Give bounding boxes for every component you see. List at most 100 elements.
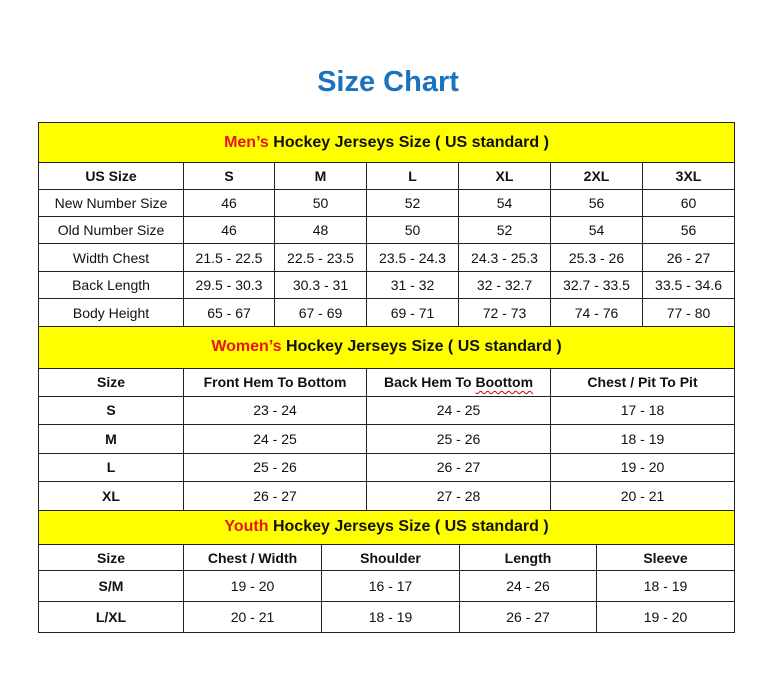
- row-label: XL: [38, 480, 184, 511]
- header-row: Size Chest / Width Shoulder Length Sleeve: [38, 544, 736, 571]
- table-row: L 25 - 26 26 - 27 19 - 20: [38, 452, 736, 482]
- misspelled-word: Boottom: [475, 374, 534, 390]
- table-cell: 26 - 27: [459, 601, 597, 633]
- column-header: 3XL: [641, 162, 736, 190]
- row-label: L: [38, 452, 184, 482]
- table-cell: 33.5 - 34.6: [641, 271, 736, 299]
- column-header: S: [183, 162, 275, 190]
- table-cell: 60: [641, 189, 736, 217]
- column-header: L: [366, 162, 459, 190]
- table-cell: 16 - 17: [321, 570, 460, 602]
- row-label: S/M: [38, 570, 184, 602]
- table-cell: 46: [183, 189, 275, 217]
- table-cell: 31 - 32: [366, 271, 459, 299]
- row-label: New Number Size: [38, 189, 184, 217]
- table-cell: 20 - 21: [549, 480, 736, 511]
- table-row: L/XL 20 - 21 18 - 19 26 - 27 19 - 20: [38, 601, 736, 633]
- table-cell: 23 - 24: [183, 395, 367, 425]
- table-row: Body Height 65 - 67 67 - 69 69 - 71 72 - 73 7…: [38, 298, 736, 327]
- column-header: US Size: [38, 162, 184, 190]
- table-row: Width Chest 21.5 - 22.5 22.5 - 23.5 23.5 - …: [38, 243, 736, 272]
- row-label: Old Number Size: [38, 216, 184, 244]
- page-title: Size Chart: [317, 66, 459, 98]
- table-cell: 24 - 25: [366, 395, 551, 425]
- column-header: Shoulder: [321, 544, 460, 571]
- column-header: XL: [458, 162, 551, 190]
- table-cell: 17 - 18: [549, 395, 736, 425]
- header-row: US Size S M L XL 2XL 3XL: [38, 162, 736, 190]
- column-header: Front Hem To Bottom: [183, 367, 367, 397]
- table-cell: 24 - 25: [183, 423, 367, 454]
- table-cell: 46: [183, 216, 275, 244]
- column-header: Chest / Width: [183, 544, 322, 571]
- section-title-text: Hockey Jerseys Size ( US standard ): [268, 518, 549, 536]
- table-cell: 77 - 80: [641, 298, 736, 327]
- table-cell: 56: [550, 189, 643, 217]
- womens-size-table: Women’s Hockey Jerseys Size ( US standar…: [37, 327, 736, 511]
- table-cell: 19 - 20: [183, 570, 322, 602]
- youth-size-table: Youth Hockey Jerseys Size ( US standard …: [37, 510, 736, 633]
- womens-label: Women’s: [211, 338, 282, 356]
- table-cell: 24 - 26: [459, 570, 597, 602]
- table-cell: 24.3 - 25.3: [458, 243, 551, 272]
- column-header: M: [274, 162, 367, 190]
- column-header: Size: [38, 544, 184, 571]
- womens-section-title: Women’s Hockey Jerseys Size ( US standar…: [37, 327, 736, 369]
- table-row: XL 26 - 27 27 - 28 20 - 21: [38, 480, 736, 511]
- table-cell: 32 - 32.7: [458, 271, 551, 299]
- row-label: S: [38, 395, 184, 425]
- table-cell: 29.5 - 30.3: [183, 271, 275, 299]
- table-cell: 67 - 69: [274, 298, 367, 327]
- table-row: S 23 - 24 24 - 25 17 - 18: [38, 395, 736, 425]
- table-cell: 50: [274, 189, 367, 217]
- table-cell: 56: [641, 216, 736, 244]
- table-cell: 30.3 - 31: [274, 271, 367, 299]
- table-cell: 18 - 19: [595, 570, 736, 602]
- table-cell: 21.5 - 22.5: [183, 243, 275, 272]
- table-cell: 18 - 19: [321, 601, 460, 633]
- table-cell: 74 - 76: [550, 298, 643, 327]
- table-cell: 72 - 73: [458, 298, 551, 327]
- section-title-text: Hockey Jerseys Size ( US standard ): [281, 338, 562, 356]
- youth-label: Youth: [224, 518, 269, 536]
- table-cell: 25.3 - 26: [550, 243, 643, 272]
- table-cell: 23.5 - 24.3: [366, 243, 459, 272]
- table-row: Old Number Size 46 48 50 52 54 56: [38, 216, 736, 244]
- table-cell: 65 - 67: [183, 298, 275, 327]
- table-cell: 54: [458, 189, 551, 217]
- size-chart: Men’s Hockey Jerseys Size ( US standard …: [37, 122, 736, 633]
- mens-size-table: Men’s Hockey Jerseys Size ( US standard …: [37, 122, 736, 327]
- mens-label: Men’s: [224, 133, 269, 151]
- column-header: Length: [459, 544, 597, 571]
- column-header: Back Hem To Boottom: [366, 367, 551, 397]
- row-label: Body Height: [38, 298, 184, 327]
- table-cell: 50: [366, 216, 459, 244]
- youth-section-title: Youth Hockey Jerseys Size ( US standard …: [37, 510, 736, 545]
- table-cell: 19 - 20: [595, 601, 736, 633]
- table-cell: 26 - 27: [366, 452, 551, 482]
- table-cell: 32.7 - 33.5: [550, 271, 643, 299]
- table-cell: 25 - 26: [366, 423, 551, 454]
- table-cell: 48: [274, 216, 367, 244]
- table-row: S/M 19 - 20 16 - 17 24 - 26 18 - 19: [38, 570, 736, 602]
- table-cell: 19 - 20: [549, 452, 736, 482]
- column-header: 2XL: [550, 162, 643, 190]
- mens-section-title: Men’s Hockey Jerseys Size ( US standard …: [37, 122, 736, 163]
- row-label: M: [38, 423, 184, 454]
- table-row: M 24 - 25 25 - 26 18 - 19: [38, 423, 736, 454]
- table-cell: 20 - 21: [183, 601, 322, 633]
- header-row: Size Front Hem To Bottom Back Hem To Boott…: [38, 367, 736, 397]
- column-header: Size: [38, 367, 184, 397]
- section-title-text: Hockey Jerseys Size ( US standard ): [268, 133, 549, 151]
- row-label: Back Length: [38, 271, 184, 299]
- table-cell: 27 - 28: [366, 480, 551, 511]
- table-cell: 25 - 26: [183, 452, 367, 482]
- table-cell: 69 - 71: [366, 298, 459, 327]
- table-cell: 52: [366, 189, 459, 217]
- table-cell: 26 - 27: [183, 480, 367, 511]
- table-cell: 52: [458, 216, 551, 244]
- row-label: L/XL: [38, 601, 184, 633]
- table-cell: 26 - 27: [641, 243, 736, 272]
- column-header: Chest / Pit To Pit: [549, 367, 736, 397]
- table-cell: 18 - 19: [549, 423, 736, 454]
